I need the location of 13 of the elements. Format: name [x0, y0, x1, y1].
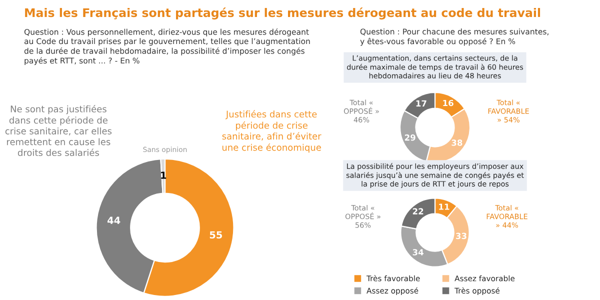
data-label: 11	[439, 204, 450, 210]
data-label: 16	[443, 100, 454, 106]
data-label: 34	[412, 249, 424, 256]
slice-label: Ne sont pas justifiées dans cette période de crise sanitaire, car elles remettent en cause les droits des salariés	[5, 105, 112, 156]
data-label: 33	[456, 232, 466, 240]
data-label: 44	[108, 216, 120, 224]
slice-label: Justifiées dans cette période de crise sanitaire, afin d’éviter une crise économique	[222, 110, 322, 153]
data-label: 17	[416, 100, 426, 106]
data-label: 38	[452, 140, 462, 146]
chart-title: Mais les Français sont partagés sur les mesures dérogeant au code du travail	[25, 8, 540, 20]
data-label: 29	[404, 134, 416, 141]
data-label: 22	[412, 208, 424, 214]
data-label: 55	[210, 231, 222, 239]
